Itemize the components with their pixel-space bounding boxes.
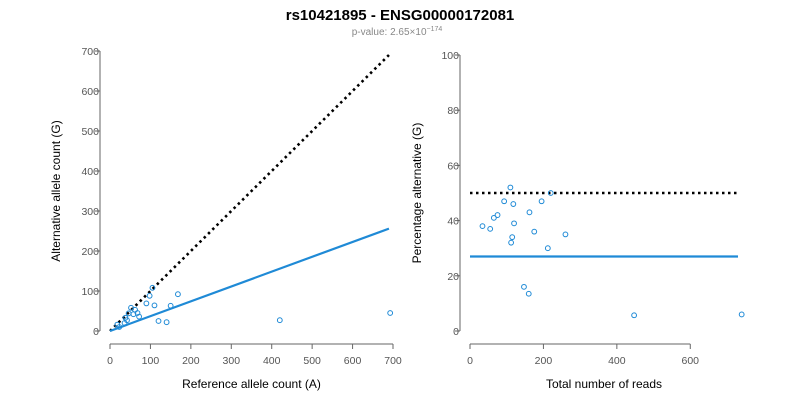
y-tick-label: 700 [81,46,99,58]
data-point [136,313,143,320]
y-tick-label: 200 [81,246,99,258]
data-point [507,184,514,191]
pvalue-subtitle: p-value: 2.65×10−174 [352,26,443,38]
x-tick-label: 400 [263,355,281,367]
data-point [146,292,153,299]
data-point [124,317,130,324]
data-point [738,311,745,318]
x-tick-label: 0 [107,355,113,367]
pvalue-text: p-value: 2.65×10 [352,27,427,38]
x-tick-label: 200 [182,355,200,367]
x-tick-label: 400 [608,355,626,367]
x-tick-label: 500 [303,355,321,367]
data-point [494,212,501,218]
x-tick-label: 700 [384,355,402,367]
x-tick-label: 300 [223,355,241,367]
y-tick-label: 300 [81,206,99,218]
y-tick-label: 600 [81,86,99,98]
x-tick-label: 600 [682,355,700,367]
percentage-alternative-panel: 0 200 400 600 0 20 40 60 80 100 Total number of re… [410,50,745,391]
allele-count-scatter-panel: 0 100 200 300 400 500 600 700 0 100 200 300 400 500 60… [49,46,402,391]
x-tick-label: 200 [535,355,553,367]
fitted-solid-line [109,227,390,333]
y-tick-label: 80 [447,105,459,117]
data-point [521,283,527,290]
data-point [155,318,162,324]
data-point [387,310,394,316]
data-point [175,291,181,298]
data-point [487,225,494,232]
data-point [163,319,170,326]
reference-dotted-line [109,54,390,332]
x-tick-label: 100 [142,355,160,367]
data-point [525,290,532,297]
data-point [526,209,533,216]
y-tick-label: 40 [447,216,459,228]
data-point [562,231,569,238]
x-tick-label: 0 [467,355,473,367]
data-point [143,300,150,307]
y-tick-label: 0 [453,326,459,338]
data-point [490,214,497,221]
data-point [509,234,516,241]
y-tick-label: 500 [81,126,99,138]
data-point [167,302,174,309]
data-point [508,239,515,246]
y-axis-title: Alternative allele count (G) [49,120,63,261]
data-point [151,302,158,309]
data-point [511,220,517,227]
y-tick-label: 0 [93,326,99,338]
data-point [538,198,545,205]
y-axis-title: Percentage alternative (G) [410,123,424,264]
data-point [631,312,638,319]
y-tick-label: 20 [447,271,459,283]
data-point [149,284,156,291]
pvalue-exponent: −174 [427,26,443,33]
data-point [531,228,538,235]
y-tick-label: 60 [447,160,459,172]
x-axis-title: Reference allele count (A) [182,377,321,391]
y-tick-label: 100 [81,286,99,298]
data-point [479,223,486,230]
data-point [510,201,517,207]
chart-title: rs10421895 - ENSG00000172081 [286,7,515,24]
data-point [276,317,283,324]
y-tick-label: 400 [81,166,99,178]
x-tick-label: 600 [344,355,362,367]
data-point [547,190,554,196]
data-point [544,245,551,252]
data-point [116,324,123,330]
data-point [501,198,508,205]
y-tick-label: 100 [441,50,459,62]
x-axis-title: Total number of reads [546,377,662,391]
